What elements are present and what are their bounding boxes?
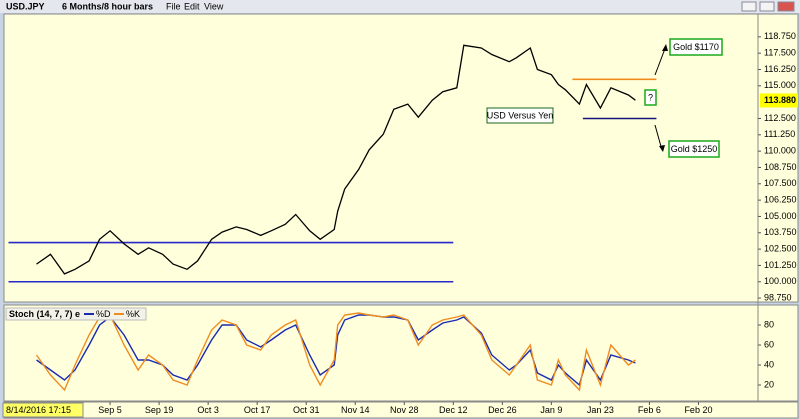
window-button[interactable] (741, 1, 757, 12)
legend-label: %D (96, 309, 111, 319)
y-tick-label: 118.750 (764, 31, 796, 41)
y-tick-label: 20 (764, 379, 774, 389)
x-tick-label: Nov 14 (341, 405, 370, 415)
x-tick-label: Dec 12 (439, 405, 468, 415)
window-button[interactable] (759, 1, 775, 12)
annotation-box (644, 89, 657, 106)
y-tick-label: 108.750 (764, 162, 797, 172)
legend-label: %K (126, 309, 140, 319)
x-tick-label: Feb 20 (684, 405, 712, 415)
x-tick-label: Oct 17 (244, 405, 271, 415)
y-tick-label: 101.250 (764, 260, 797, 270)
period[interactable]: 6 Months/8 hour bars (62, 1, 153, 11)
last-price-label: 113.880 (764, 95, 796, 105)
y-tick-label: 105.000 (764, 211, 797, 221)
y-tick-label: 106.250 (764, 194, 797, 204)
cursor-date-box (2, 402, 84, 418)
symbol[interactable]: USD.JPY (6, 1, 45, 11)
menu-view[interactable]: View (204, 1, 224, 11)
x-tick-label: Nov 28 (390, 405, 419, 415)
x-tick-label: Dec 26 (488, 405, 517, 415)
y-tick-label: 112.500 (764, 113, 796, 123)
x-tick-label: Sep 5 (98, 405, 122, 415)
cursor-date: 8/14/2016 17:15 (6, 405, 71, 415)
annotation-box (669, 38, 723, 56)
annotation: Gold $1170 (673, 42, 719, 52)
x-tick-label: Jan 23 (587, 405, 614, 415)
annotation-box (486, 107, 554, 124)
y-tick-label: 117.500 (764, 48, 796, 58)
y-tick-label: 102.500 (764, 243, 797, 253)
x-tick-label: Jan 9 (540, 405, 562, 415)
annotations: USD Versus Yen ? Gold $1170 Gold $1250 (486, 38, 723, 158)
y-tick-label: 111.250 (764, 129, 795, 139)
y-tick-label: 115.000 (764, 80, 796, 90)
stoch-panel (3, 304, 799, 402)
menu-edit[interactable]: Edit (184, 1, 200, 11)
annotation: USD Versus Yen (487, 110, 554, 120)
x-tick-label: Feb 6 (638, 405, 661, 415)
series-line (36, 44, 636, 275)
x-tick-label: Sep 19 (145, 405, 174, 415)
title-bar (0, 0, 800, 13)
series-line (36, 314, 636, 387)
y-tick-label: 110.000 (764, 146, 796, 156)
y-tick-label: 98.750 (764, 292, 792, 302)
arrow-head (659, 145, 665, 152)
annotation: Gold $1250 (671, 144, 718, 154)
y-tick-label: 103.750 (764, 227, 797, 237)
arrow-head (662, 44, 668, 51)
y-tick-label: 116.250 (764, 64, 796, 74)
x-tick-label: Oct 3 (197, 405, 219, 415)
y-tick-label: 107.500 (764, 178, 797, 188)
x-tick-label: Oct 31 (293, 405, 320, 415)
legend-box (5, 307, 147, 321)
y-tick-label: 40 (764, 359, 774, 369)
y-tick-label: 60 (764, 339, 774, 349)
price-panel (3, 13, 799, 303)
y-tick-label: 80 (764, 319, 774, 329)
annotation-box (668, 140, 720, 158)
last-price-box (760, 93, 798, 108)
close-button[interactable] (777, 1, 795, 12)
y-tick-label: 100.000 (764, 276, 797, 286)
menu-file[interactable]: File (166, 1, 181, 11)
series-line (35, 312, 636, 392)
annotation: ? (648, 92, 653, 102)
panel-title: Stoch (14, 7, 7) e (9, 309, 80, 319)
